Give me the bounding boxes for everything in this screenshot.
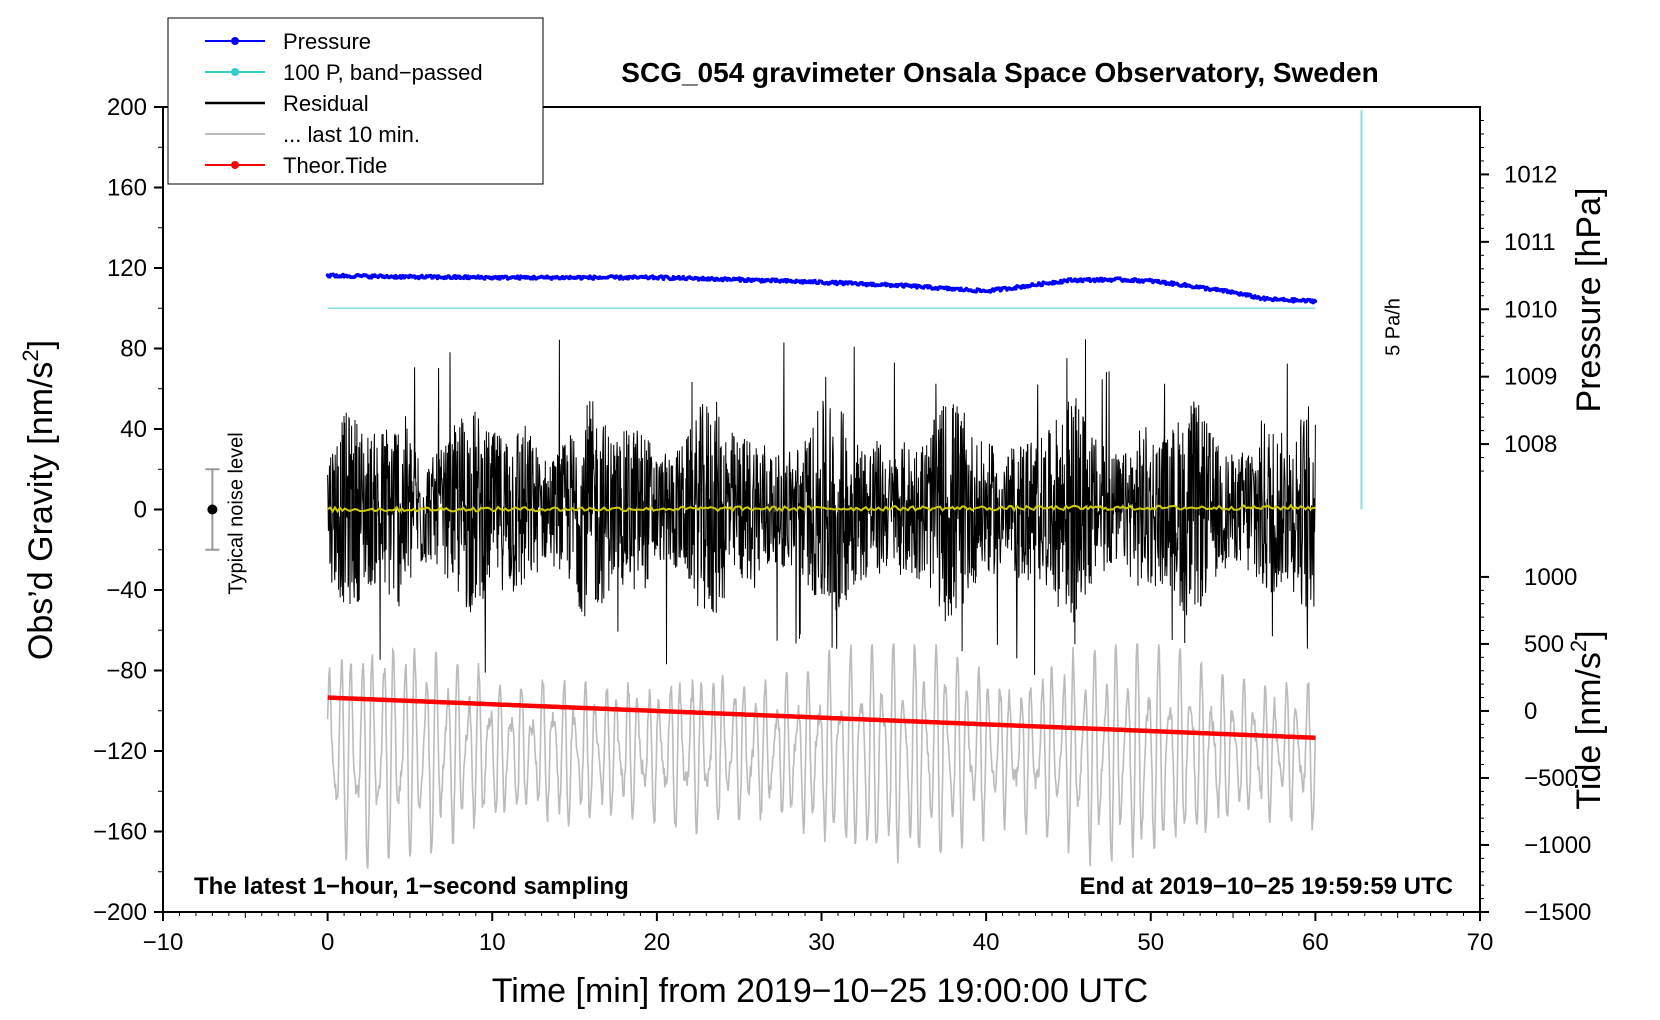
pressure-point <box>1040 283 1044 288</box>
annotation-sampling: The latest 1−hour, 1−second sampling <box>194 873 629 900</box>
pressure-tick-label: 1009 <box>1504 364 1557 391</box>
pressure-point <box>591 277 595 281</box>
pressure-point <box>1014 287 1018 291</box>
y-tick-label: 0 <box>134 497 147 524</box>
y-tick-label: −200 <box>93 899 147 926</box>
legend-box <box>167 17 544 185</box>
pressure-tick-label: 1012 <box>1504 161 1557 188</box>
x-tick-label: 40 <box>973 929 1000 956</box>
series-residual <box>327 339 1316 675</box>
series-last-10-min <box>326 643 1317 869</box>
tide-tick-label: 1000 <box>1524 564 1577 591</box>
y-tick-label: 40 <box>120 416 147 443</box>
pressure-tick-label: 1008 <box>1504 431 1557 458</box>
y-tick-label: −120 <box>93 738 147 765</box>
legend-marker <box>231 68 239 76</box>
legend: Pressure 100 P, band−passed Residual ... la… <box>167 17 544 185</box>
y-tick-label: 80 <box>120 336 147 363</box>
tide-tick-label: 500 <box>1524 631 1564 658</box>
tide-tick-label: −1000 <box>1524 832 1591 859</box>
series-theor-tide <box>327 695 1316 741</box>
x-tick-label: 20 <box>644 929 671 956</box>
y-tick-label: −40 <box>106 577 147 604</box>
axes-layer: −10 0 10 20 30 40 50 60 70 200 160 120 80 40 0 −40 −80 −1… <box>93 94 1591 956</box>
tide-tick-label: −1500 <box>1524 899 1591 926</box>
legend-marker <box>231 37 239 45</box>
series-layer <box>325 272 1318 869</box>
x-tick-label: 70 <box>1467 929 1494 956</box>
tide-tick-label: −500 <box>1524 765 1578 792</box>
x-tick-label: 10 <box>479 929 506 956</box>
x-tick-label: 50 <box>1137 929 1164 956</box>
legend-marker <box>231 161 239 169</box>
y-tick-label: 160 <box>107 175 147 202</box>
y-tick-label: −80 <box>106 658 147 685</box>
series-pressure <box>325 272 1318 305</box>
x-tick-label: −10 <box>143 929 184 956</box>
y-axis-label-pressure: Pressure [hPa] <box>1570 188 1608 413</box>
y-axis-label-tide: Tide [nm/s2] <box>1566 630 1608 809</box>
noise-level-dot <box>207 504 218 515</box>
noise-level-indicator: Typical noise level <box>205 432 247 595</box>
chart-title: SCG_054 gravimeter Onsala Space Observat… <box>621 57 1378 88</box>
y-tick-label: −160 <box>93 819 147 846</box>
pressure-tick-label: 1010 <box>1504 296 1557 323</box>
tide-tick-label: 0 <box>1524 698 1537 725</box>
y-tick-label: 200 <box>107 94 147 121</box>
rate-marker-label: 5 Pa/h <box>1382 298 1404 356</box>
annotation-end-time: End at 2019−10−25 19:59:59 UTC <box>1079 873 1453 900</box>
legend-label: Pressure <box>283 29 371 54</box>
x-tick-label: 60 <box>1302 929 1329 956</box>
y-tick-label: 120 <box>107 255 147 282</box>
pressure-point <box>1313 299 1318 304</box>
pressure-point <box>661 277 666 282</box>
series-residual-smoothed <box>327 503 1316 514</box>
legend-label: ... last 10 min. <box>283 122 420 147</box>
x-tick-label: 0 <box>321 929 334 956</box>
x-tick-label: 30 <box>808 929 835 956</box>
y-axis-label-left: Obs’d Gravity [nm/s2] <box>18 340 60 660</box>
pressure-tick-label: 1011 <box>1504 229 1556 256</box>
pressure-point <box>974 290 978 294</box>
x-axis-label: Time [min] from 2019−10−25 19:00:00 UTC <box>492 972 1148 1010</box>
legend-label: 100 P, band−passed <box>283 60 483 85</box>
legend-label: Residual <box>283 91 369 116</box>
noise-level-label: Typical noise level <box>225 432 247 594</box>
legend-label: Theor.Tide <box>283 153 387 178</box>
